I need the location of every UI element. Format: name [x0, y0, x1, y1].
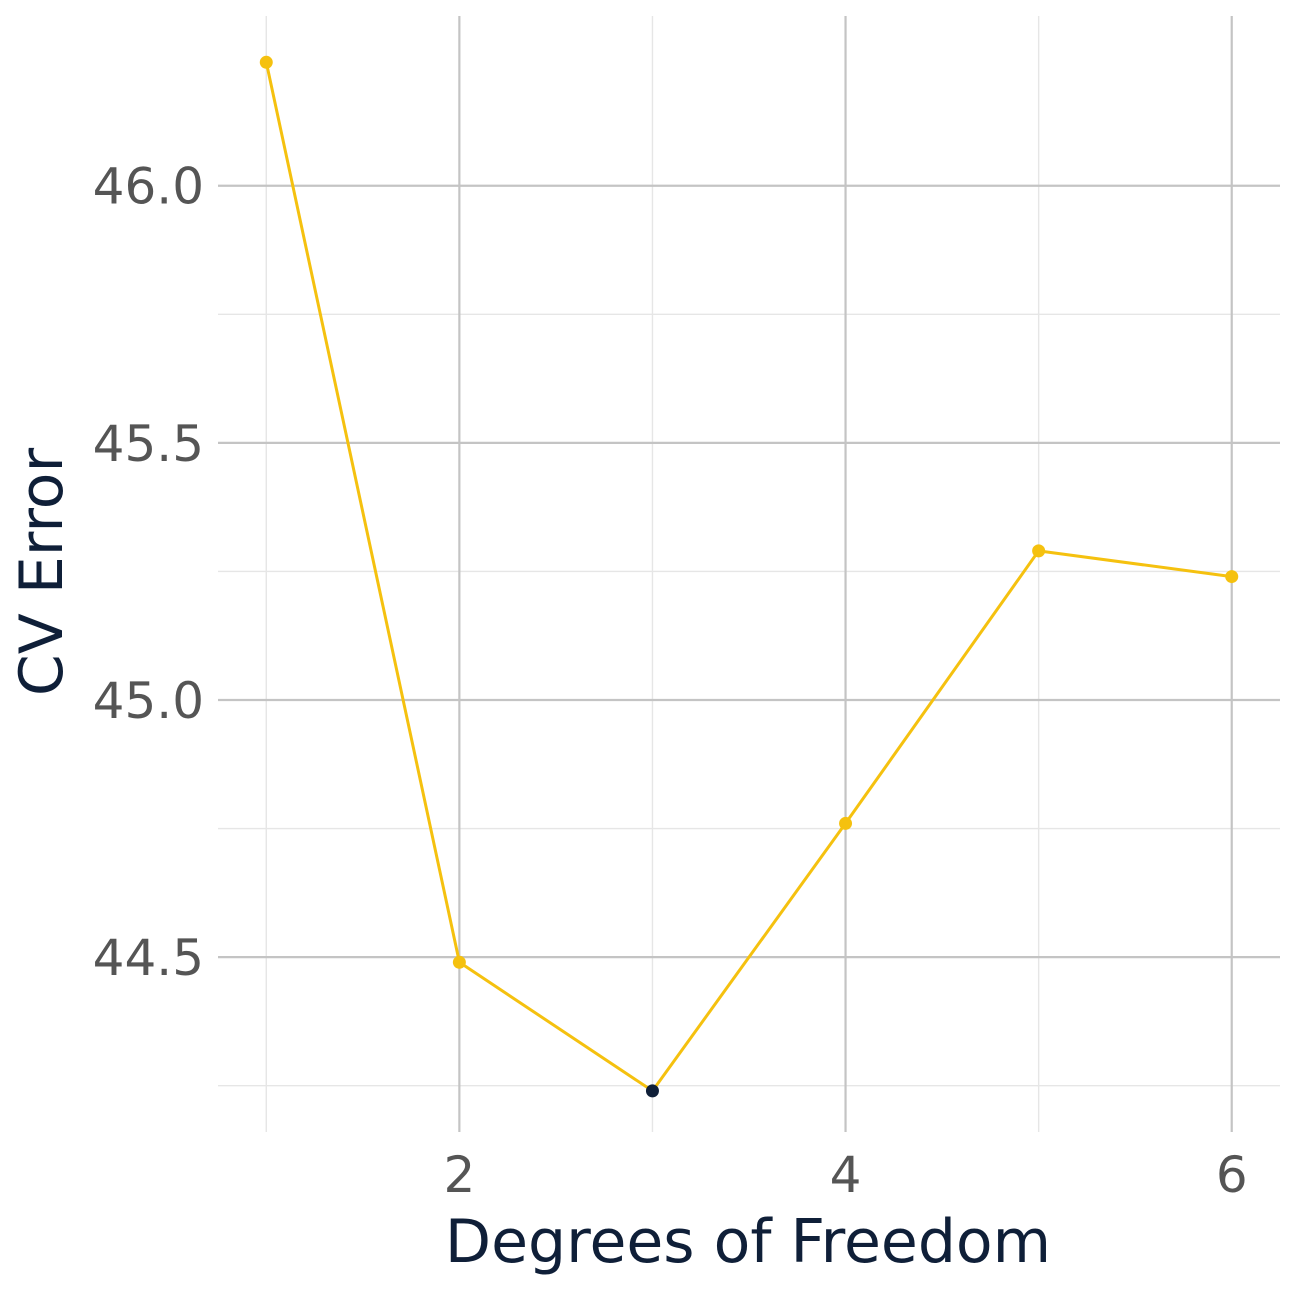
data-point — [452, 955, 466, 969]
minor-gridlines — [218, 16, 1280, 1132]
x-tick-label: 6 — [1216, 1146, 1248, 1204]
data-point — [1225, 570, 1239, 584]
y-tick-label: 44.5 — [93, 929, 204, 987]
tick-labels: 2 4 6 44.5 45.0 45.5 46.0 — [93, 158, 1248, 1204]
x-tick-label: 2 — [443, 1146, 475, 1204]
y-tick-label: 46.0 — [93, 158, 204, 216]
data-point — [259, 55, 273, 69]
data-point — [839, 816, 853, 830]
y-axis-title: CV Error — [7, 448, 77, 697]
data-points — [259, 55, 1239, 1098]
minimum-point — [645, 1084, 659, 1098]
y-tick-label: 45.5 — [93, 415, 204, 473]
data-point — [1032, 544, 1046, 558]
y-tick-label: 45.0 — [93, 672, 204, 730]
series-line — [264, 61, 1232, 1093]
series-layer — [264, 61, 1232, 1093]
x-tick-label: 4 — [830, 1146, 862, 1204]
x-axis-title: Degrees of Freedom — [445, 1207, 1051, 1277]
